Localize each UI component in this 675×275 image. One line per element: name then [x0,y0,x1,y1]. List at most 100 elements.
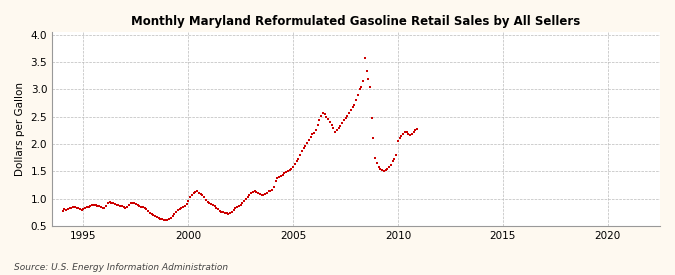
Point [172,208,183,212]
Point [308,131,319,135]
Point [263,189,274,194]
Point [232,205,242,209]
Point [239,199,250,204]
Point [195,191,206,196]
Point [142,209,153,213]
Point [61,208,72,212]
Point [398,132,408,136]
Point [277,172,288,177]
Point [298,146,309,150]
Point [90,203,101,207]
Point [113,203,124,207]
Point [321,114,331,119]
Point [258,192,269,197]
Point [160,218,171,223]
Point [126,201,136,206]
Point [358,79,369,83]
Point [279,171,290,176]
Point [342,113,352,118]
Point [134,204,145,208]
Point [120,206,131,210]
Point [340,116,351,120]
Point [151,215,162,219]
Point [335,124,346,128]
Point [64,206,75,211]
Point [389,156,400,161]
Point [221,211,232,216]
Point [132,203,143,207]
Point [228,208,239,212]
Point [323,117,333,122]
Point [186,193,197,197]
Point [354,87,365,92]
Point [180,204,190,208]
Point [284,167,295,172]
Point [361,69,372,73]
Point [211,206,221,210]
Point [403,131,414,136]
Point [338,118,349,123]
Point [106,201,117,205]
Point [197,193,208,197]
Point [209,204,220,208]
Point [349,102,360,107]
Point [380,168,391,172]
Point [146,212,157,216]
Point [92,204,103,208]
Point [198,195,209,200]
Point [387,159,398,164]
Point [331,128,342,132]
Point [185,195,196,200]
Point [412,126,423,131]
Point [78,207,89,212]
Point [218,210,229,214]
Point [291,159,302,164]
Point [400,130,410,134]
Point [293,156,304,161]
Point [97,206,108,210]
Point [371,161,382,165]
Point [350,98,361,102]
Point [394,136,405,141]
Point [384,165,395,169]
Point [87,203,98,207]
Point [242,195,253,199]
Point [236,203,246,207]
Point [244,193,255,197]
Point [192,189,202,194]
Point [204,201,215,205]
Point [59,207,70,212]
Point [286,166,297,171]
Point [295,153,306,157]
Point [379,169,389,174]
Point [304,138,315,142]
Point [316,113,327,118]
Point [230,206,241,211]
Title: Monthly Maryland Reformulated Gasoline Retail Sales by All Sellers: Monthly Maryland Reformulated Gasoline R… [132,15,580,28]
Point [157,217,167,222]
Point [363,77,374,82]
Point [70,205,80,210]
Point [165,216,176,220]
Point [213,207,223,212]
Point [405,133,416,137]
Point [347,105,358,109]
Point [202,200,213,204]
Point [73,206,84,211]
Point [352,93,363,97]
Point [74,207,85,211]
Point [393,139,404,143]
Point [206,202,217,206]
Y-axis label: Dollars per Gallon: Dollars per Gallon [15,82,25,176]
Point [307,132,318,136]
Point [66,206,77,210]
Point [109,202,120,206]
Point [150,214,161,218]
Point [275,174,286,178]
Point [162,218,173,223]
Point [181,202,192,206]
Point [370,155,381,160]
Point [410,128,421,133]
Point [127,201,138,205]
Point [105,200,115,205]
